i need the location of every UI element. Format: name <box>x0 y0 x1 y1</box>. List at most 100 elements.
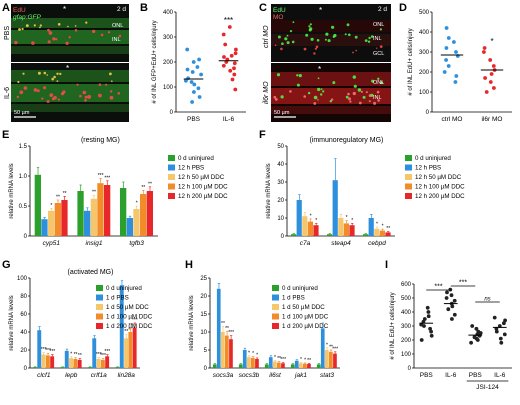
nucleus-dot <box>307 91 311 95</box>
x-tick-label: jak1 <box>294 372 307 379</box>
y-tick-label: 300 <box>163 35 174 41</box>
x-tick-label: stat3 <box>320 372 334 379</box>
nucleus-dot <box>56 72 59 76</box>
bar <box>290 364 295 368</box>
significance-mark: * <box>50 203 52 209</box>
nucleus-dot <box>376 47 378 49</box>
nucleus-dot <box>22 72 25 75</box>
legend-swatch <box>96 294 103 301</box>
nucleus-dot <box>286 34 289 37</box>
edu-cells-pbs <box>14 21 122 45</box>
nucleus-dot <box>298 74 302 78</box>
significance-mark: ** <box>129 323 133 329</box>
bar <box>84 210 91 236</box>
bar <box>303 363 307 368</box>
y-tick-label: 400 <box>163 10 174 16</box>
nucleus-dot <box>49 93 54 97</box>
y-tick-label: 400 <box>419 30 430 36</box>
nucleus-dot <box>308 25 311 28</box>
y-tick-label: 0.5 <box>19 204 28 210</box>
edu-cells-il6r-mo <box>273 73 384 105</box>
bar <box>316 364 321 368</box>
bar <box>368 218 374 236</box>
bar <box>132 327 137 368</box>
significance-mark: * <box>346 215 348 221</box>
nucleus-dot <box>18 28 21 31</box>
bar <box>126 218 133 236</box>
legend-entry: 1 d PBS <box>106 295 129 302</box>
bar <box>277 362 281 368</box>
data-point <box>422 317 427 321</box>
nucleus-dot <box>48 31 53 35</box>
data-point <box>454 50 458 54</box>
micrograph-c-onl-2: ONL <box>373 80 384 86</box>
nucleus-dot <box>364 39 368 42</box>
bar <box>77 359 82 368</box>
data-point <box>428 326 432 331</box>
nucleus-dot <box>31 41 35 45</box>
data-point <box>227 25 232 29</box>
data-point <box>232 61 237 66</box>
bar <box>104 185 111 236</box>
nucleus-dot <box>291 40 295 44</box>
comparison-label: *** <box>459 280 467 287</box>
nucleus-dot <box>352 51 354 54</box>
y-tick-label: 0 <box>24 366 28 372</box>
comparison-label: *** <box>434 284 442 291</box>
x-tick-label: lin28a <box>118 372 136 379</box>
nucleus-dot <box>46 100 50 103</box>
nucleus-dot <box>52 37 56 41</box>
x-tick-label: il6r MO <box>482 116 503 123</box>
bar <box>92 338 97 368</box>
data-point <box>192 90 196 94</box>
data-point <box>426 314 431 319</box>
data-point <box>445 290 449 295</box>
bar <box>242 350 247 368</box>
nucleus-dot <box>344 33 347 36</box>
chart-title: (immunoregulatory MG) <box>309 137 383 144</box>
panel-letter-c: C <box>259 2 267 14</box>
data-point <box>483 76 487 80</box>
nucleus-dot <box>68 36 71 39</box>
data-point <box>228 68 233 73</box>
significance-mark: *** <box>104 349 110 355</box>
significance-mark: *** <box>104 175 110 181</box>
data-point <box>426 310 431 314</box>
data-point <box>489 72 494 76</box>
data-point <box>453 80 458 84</box>
chart-title: (activated MG) <box>68 269 114 276</box>
nucleus-dot <box>320 88 323 90</box>
data-point <box>185 67 190 72</box>
legend-entry: 1 d 50 µM DDC <box>282 304 325 311</box>
data-point <box>482 50 486 54</box>
bar <box>119 285 124 368</box>
y-axis-label: relative mRNA levels <box>189 295 195 350</box>
significance-mark: ** <box>225 326 229 332</box>
bar <box>73 359 78 368</box>
nucleus-dot <box>74 25 77 27</box>
y-axis-label: relative mRNA levels <box>266 163 272 218</box>
bar <box>379 230 385 236</box>
bar <box>332 180 338 236</box>
nucleus-dot <box>313 102 317 105</box>
legend-swatch <box>405 193 412 199</box>
significance-mark: *** <box>280 357 286 363</box>
bar <box>212 364 217 368</box>
y-tick-label: 40 <box>277 162 284 168</box>
bar <box>34 174 41 236</box>
bar <box>100 359 105 368</box>
legend-entry: 0 d uninjured <box>106 285 142 292</box>
nucleus-dot <box>67 25 69 28</box>
bar <box>50 356 55 368</box>
significance-mark: *** <box>100 353 106 359</box>
data-point <box>444 296 449 300</box>
bar <box>363 234 369 236</box>
bar <box>374 228 380 236</box>
nucleus-dot <box>309 23 312 26</box>
y-tick-label: 200 <box>163 60 174 66</box>
nucleus-dot <box>353 84 357 88</box>
legend: 0 d uninjured 1 d PBS 1 d 50 µM DDC 1 d 100… <box>272 285 329 330</box>
nucleus-dot <box>370 35 374 38</box>
legend-swatch <box>96 323 103 329</box>
